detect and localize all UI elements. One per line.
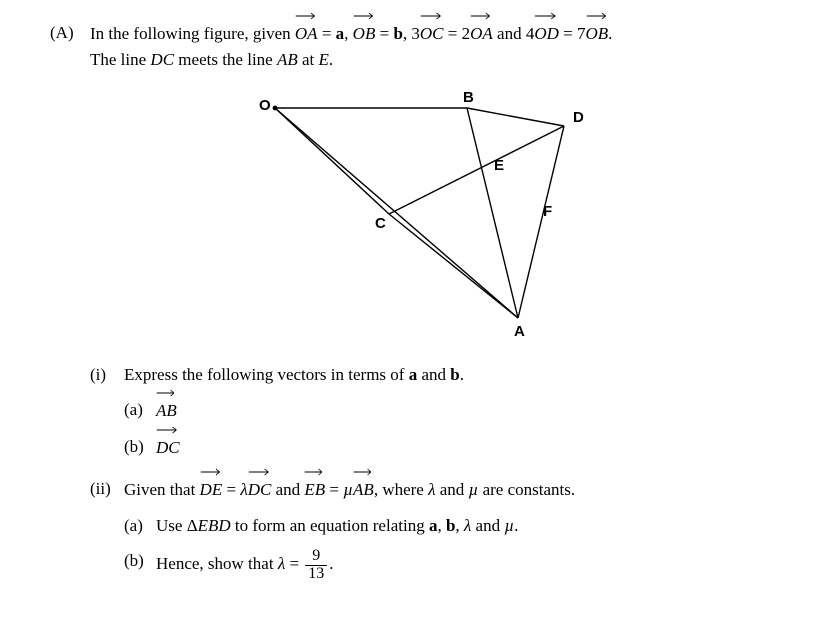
- svg-text:A: A: [514, 323, 525, 338]
- svg-text:O: O: [259, 97, 271, 114]
- vec-OC: OC: [420, 20, 444, 47]
- part-ii-b-content: Hence, show that λ = 913.: [156, 548, 767, 583]
- part-ii-a-label: (a): [124, 513, 156, 539]
- part-i-text: Express the following vectors in terms o…: [124, 362, 767, 388]
- part-ii-b-label: (b): [124, 548, 156, 583]
- vec-DC-2: DC: [248, 476, 272, 503]
- svg-text:B: B: [463, 89, 474, 106]
- intro-pre: In the following figure, given: [90, 24, 295, 43]
- geometry-figure: O B D C E F A: [229, 88, 629, 338]
- part-i-b-label: (b): [124, 434, 156, 461]
- vec-OA-2: OA: [470, 20, 493, 47]
- part-i-b-content: DC: [156, 434, 767, 461]
- vec-AB-2: AB: [353, 476, 374, 503]
- part-ii-label: (ii): [90, 476, 124, 583]
- part-ii-a-content: Use ΔEBD to form an equation relating a,…: [156, 513, 767, 539]
- problem-label: (A): [50, 20, 90, 583]
- vec-DE: DE: [200, 476, 223, 503]
- vec-AB: AB: [156, 397, 177, 424]
- part-i-content: Express the following vectors in terms o…: [124, 362, 767, 461]
- vec-b: b: [393, 24, 402, 43]
- intro-line-2: The line DC meets the line AB at E.: [90, 47, 767, 73]
- part-ii-content: Given that DE = λDC and EB = µAB, where …: [124, 476, 767, 583]
- svg-text:F: F: [543, 203, 552, 220]
- vec-EB: EB: [304, 476, 325, 503]
- vec-DC: DC: [156, 434, 180, 461]
- vec-OB-2: OB: [586, 20, 609, 47]
- problem-content: In the following figure, given OA = a, O…: [90, 20, 767, 583]
- part-i-label: (i): [90, 362, 124, 461]
- svg-text:C: C: [375, 215, 386, 232]
- vec-OA: OA: [295, 20, 318, 47]
- intro-line-1: In the following figure, given OA = a, O…: [90, 20, 767, 47]
- svg-text:D: D: [573, 109, 584, 126]
- part-ii-text: Given that DE = λDC and EB = µAB, where …: [124, 476, 767, 503]
- vec-a: a: [336, 24, 345, 43]
- fraction-9-13: 913: [305, 548, 327, 583]
- part-i-a-content: AB: [156, 397, 767, 424]
- vec-OD: OD: [534, 20, 559, 47]
- figure-container: O B D C E F A: [90, 88, 767, 338]
- vec-OB: OB: [353, 20, 376, 47]
- svg-text:E: E: [494, 157, 504, 174]
- part-i-a-label: (a): [124, 397, 156, 424]
